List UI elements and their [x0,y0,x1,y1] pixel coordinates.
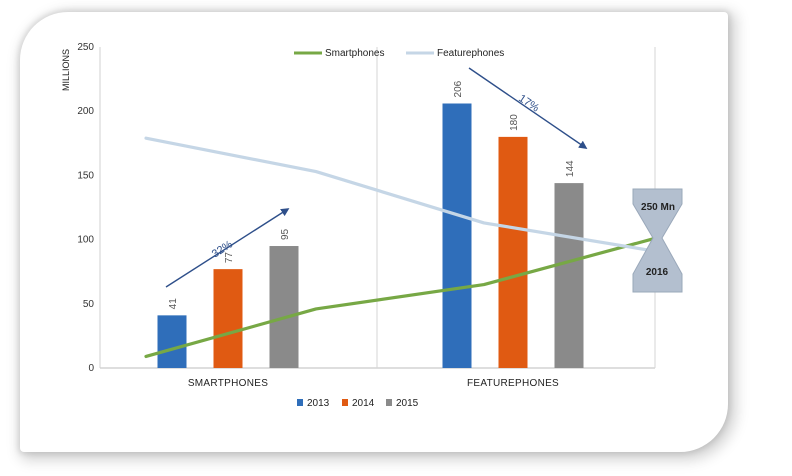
legend-line-label: Smartphones [325,48,384,59]
chart-frame [20,12,728,452]
bar [442,103,472,368]
legend-bar-swatch [297,399,303,406]
crossover-value: 250 Mn [641,202,675,213]
bar-value-label: 144 [565,160,576,177]
legend-bar-label: 2013 [307,398,330,409]
y-tick-label: 0 [88,363,94,374]
legend-bar-swatch [386,399,392,406]
legend-bar-swatch [342,399,348,406]
bar [157,315,187,368]
y-axis-label: MILLIONS [61,49,71,91]
y-tick-label: 100 [77,235,94,246]
y-tick-label: 150 [77,170,94,181]
bar [498,136,528,368]
category-label: FEATUREPHONES [467,378,559,389]
bar [269,246,299,368]
decline-percent-label: 17% [516,92,541,114]
y-tick-label: 250 [77,42,94,53]
category-labels: SMARTPHONES FEATUREPHONES [188,378,559,389]
legend-bar-label: 2014 [352,398,375,409]
featurephones-line [144,136,657,253]
line-legend: Smartphones Featurephones [294,48,504,59]
bar-value-label: 41 [168,298,179,310]
bar [213,269,243,368]
bar-value-label: 77 [224,252,235,264]
legend-line-label: Featurephones [437,48,504,59]
bar-value-label: 180 [509,114,520,131]
bars [157,103,584,368]
growth-arrow [165,208,290,288]
bar-labels: 41 206 77 180 95 144 [168,80,576,309]
lines [144,136,657,359]
legend-bar-label: 2015 [396,398,419,409]
smartphones-line [144,236,657,359]
bar-value-label: 206 [453,80,464,97]
category-label: SMARTPHONES [188,378,268,389]
crossover-callout [632,188,683,293]
y-tick-label: 200 [77,106,94,117]
bar-value-label: 95 [280,228,291,240]
y-axis: 0 50 100 150 200 250 [77,42,94,374]
decline-arrow [468,67,588,149]
y-tick-label: 50 [83,299,95,310]
crossover-year: 2016 [646,267,669,278]
bar-legend: 2013 2014 2015 [297,398,419,409]
bar [554,183,584,368]
